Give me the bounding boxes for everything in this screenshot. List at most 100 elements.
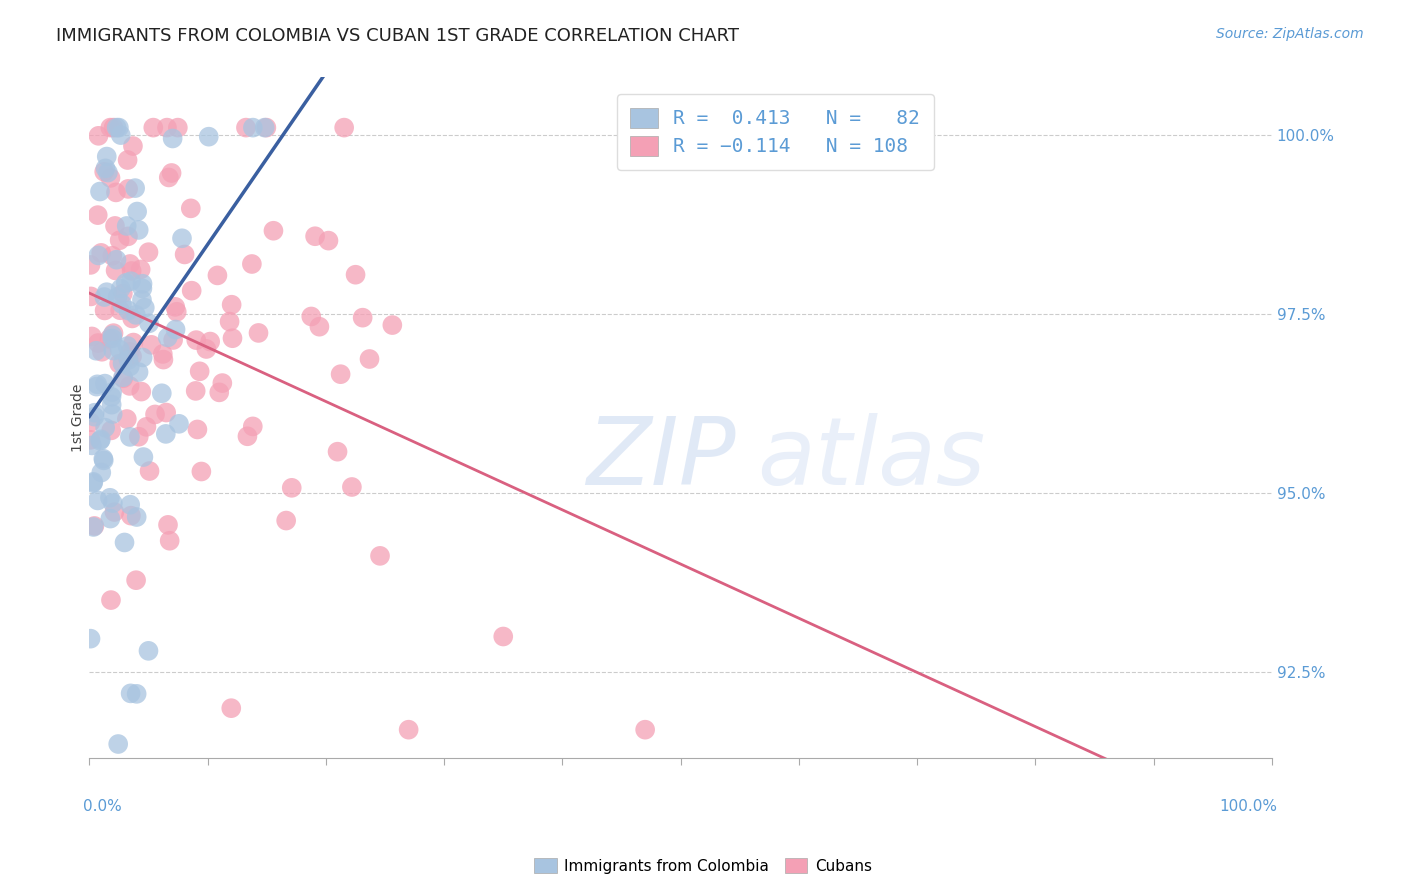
Point bbox=[118, 379, 141, 393]
Point bbox=[111, 356, 134, 370]
Point bbox=[120, 274, 142, 288]
Point bbox=[155, 426, 177, 441]
Point bbox=[93, 165, 115, 179]
Point bbox=[83, 409, 105, 424]
Point bbox=[159, 533, 181, 548]
Point bbox=[117, 351, 139, 365]
Text: Source: ZipAtlas.com: Source: ZipAtlas.com bbox=[1216, 27, 1364, 41]
Point bbox=[135, 420, 157, 434]
Point bbox=[98, 332, 121, 346]
Point bbox=[112, 371, 135, 385]
Point bbox=[152, 347, 174, 361]
Point bbox=[165, 300, 187, 314]
Point bbox=[492, 630, 515, 644]
Point bbox=[89, 185, 111, 199]
Point bbox=[253, 120, 276, 135]
Point bbox=[188, 364, 211, 378]
Point bbox=[118, 359, 141, 374]
Point bbox=[141, 338, 163, 352]
Point bbox=[90, 466, 112, 480]
Point bbox=[117, 352, 139, 367]
Point bbox=[184, 384, 207, 398]
Point bbox=[156, 517, 179, 532]
Point bbox=[221, 298, 243, 312]
Point bbox=[117, 182, 139, 196]
Point bbox=[138, 464, 160, 478]
Point bbox=[87, 208, 110, 222]
Point bbox=[138, 316, 160, 330]
Point bbox=[111, 297, 134, 311]
Point bbox=[125, 687, 148, 701]
Point bbox=[114, 535, 136, 549]
Point bbox=[198, 334, 221, 349]
Point bbox=[134, 301, 156, 315]
Point bbox=[131, 351, 153, 365]
Point bbox=[186, 422, 208, 436]
Point bbox=[91, 451, 114, 466]
Point bbox=[107, 737, 129, 751]
Point bbox=[329, 367, 352, 381]
Point bbox=[103, 326, 125, 340]
Point bbox=[115, 412, 138, 426]
Point bbox=[120, 686, 142, 700]
Text: atlas: atlas bbox=[758, 413, 986, 504]
Point bbox=[242, 120, 264, 135]
Point bbox=[162, 131, 184, 145]
Point bbox=[166, 120, 188, 135]
Point bbox=[108, 303, 131, 318]
Point bbox=[104, 186, 127, 200]
Point bbox=[108, 233, 131, 247]
Point bbox=[79, 632, 101, 646]
Point bbox=[155, 405, 177, 419]
Point bbox=[221, 331, 243, 345]
Point bbox=[150, 386, 173, 401]
Point bbox=[131, 281, 153, 295]
Point bbox=[398, 723, 420, 737]
Point bbox=[115, 276, 138, 290]
Point bbox=[235, 120, 257, 135]
Point bbox=[83, 519, 105, 533]
Point bbox=[118, 257, 141, 271]
Point bbox=[152, 352, 174, 367]
Point bbox=[101, 328, 124, 343]
Text: ZIP: ZIP bbox=[586, 413, 735, 504]
Point bbox=[94, 376, 117, 391]
Point bbox=[100, 398, 122, 412]
Point bbox=[89, 434, 111, 448]
Point bbox=[90, 246, 112, 260]
Point bbox=[156, 120, 179, 135]
Point bbox=[79, 258, 101, 272]
Point bbox=[190, 465, 212, 479]
Point bbox=[254, 120, 277, 135]
Point bbox=[167, 417, 190, 431]
Point bbox=[87, 336, 110, 351]
Point bbox=[352, 310, 374, 325]
Point bbox=[84, 343, 107, 358]
Point bbox=[82, 476, 104, 491]
Point bbox=[131, 293, 153, 307]
Point bbox=[359, 351, 381, 366]
Point bbox=[128, 430, 150, 444]
Point bbox=[101, 496, 124, 510]
Point bbox=[117, 153, 139, 167]
Point bbox=[93, 290, 115, 304]
Point bbox=[96, 285, 118, 300]
Point bbox=[90, 433, 112, 447]
Point bbox=[121, 264, 143, 278]
Point bbox=[101, 407, 124, 421]
Point bbox=[112, 370, 135, 384]
Point bbox=[125, 573, 148, 587]
Point bbox=[138, 245, 160, 260]
Point bbox=[340, 480, 363, 494]
Point bbox=[86, 493, 108, 508]
Point bbox=[117, 303, 139, 318]
Point bbox=[115, 219, 138, 233]
Point bbox=[165, 322, 187, 336]
Point bbox=[101, 331, 124, 345]
Point bbox=[110, 282, 132, 296]
Point bbox=[242, 419, 264, 434]
Point bbox=[262, 224, 284, 238]
Text: 100.0%: 100.0% bbox=[1220, 799, 1278, 814]
Point bbox=[381, 318, 404, 332]
Point bbox=[107, 290, 129, 304]
